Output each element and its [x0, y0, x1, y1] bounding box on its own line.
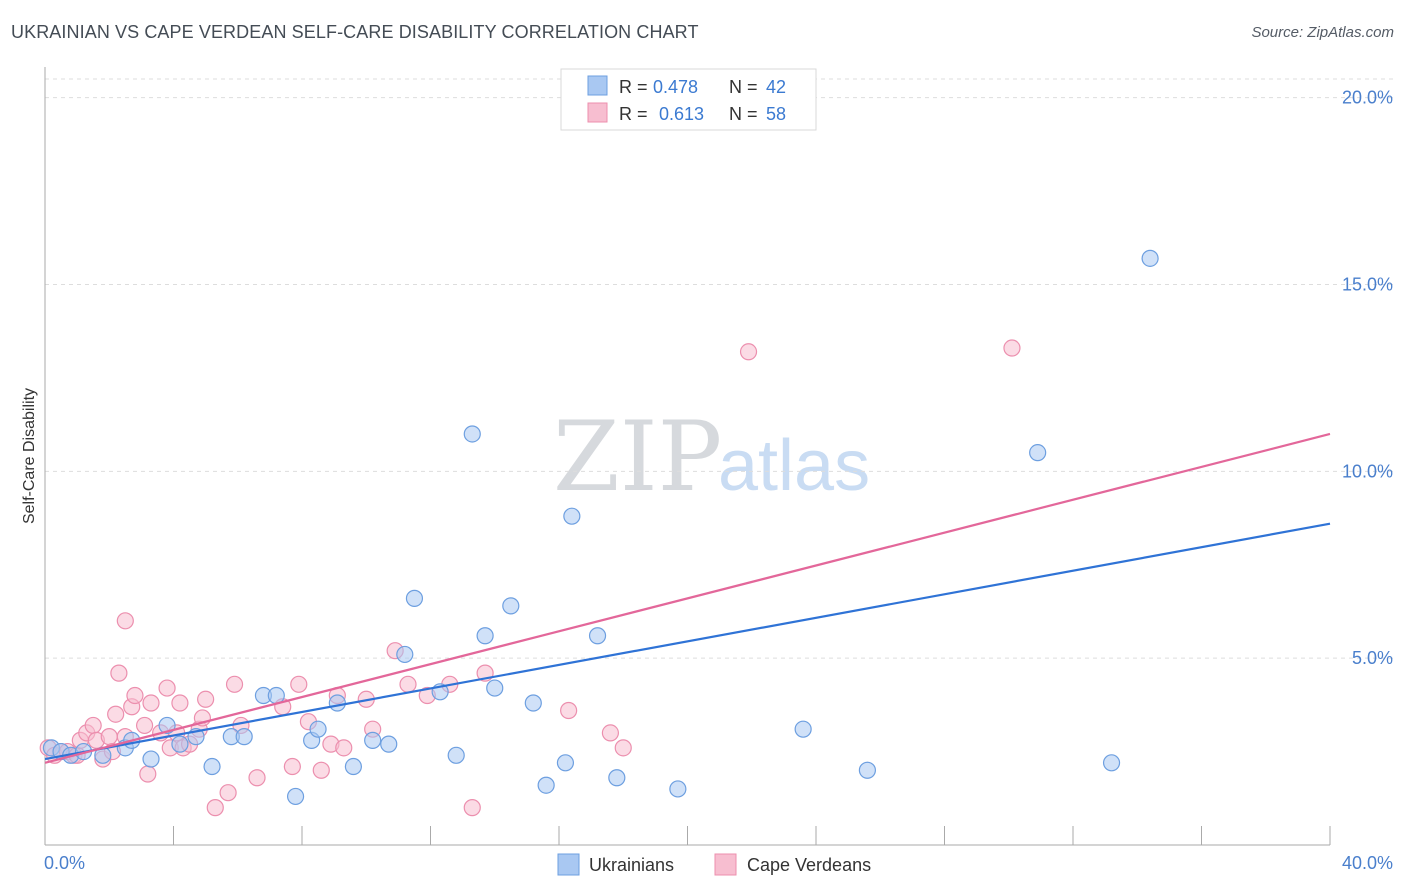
data-point	[739, 343, 758, 361]
y-tick-label: 15.0%	[1342, 275, 1393, 295]
data-point	[476, 627, 494, 645]
data-point	[171, 735, 189, 753]
data-point	[139, 765, 157, 783]
gridlines	[45, 78, 1393, 659]
data-point	[1102, 754, 1121, 772]
data-point	[1003, 339, 1021, 357]
legend-r-label-2: R =	[619, 104, 648, 124]
trend-line-cape-verdeans	[44, 432, 1331, 764]
y-tick-label: 5.0%	[1352, 648, 1393, 668]
data-point	[219, 784, 237, 802]
data-point	[380, 735, 398, 753]
data-point	[328, 694, 346, 712]
data-point	[463, 425, 481, 443]
legend-swatch-ukrainians	[587, 75, 608, 96]
trend-lines	[44, 432, 1331, 764]
bottom-legend-label-ukrainians: Ukrainians	[589, 855, 674, 875]
legend-r-value-1: 0.478	[653, 77, 698, 97]
data-point	[556, 754, 575, 772]
data-point	[116, 612, 134, 630]
data-point	[858, 761, 877, 779]
y-tick-labels: 5.0% 10.0% 15.0% 20.0%	[1342, 88, 1393, 668]
stats-legend: R = 0.478 N = 42 R = 0.613 N = 58	[560, 68, 817, 131]
data-point	[225, 675, 244, 693]
data-point	[335, 739, 353, 757]
bottom-legend-label-cape-verdeans: Cape Verdeans	[747, 855, 871, 875]
data-point	[197, 690, 215, 708]
data-point	[107, 705, 125, 723]
data-point	[309, 720, 327, 738]
data-point	[601, 724, 620, 742]
chart-source: Source: ZipAtlas.com	[1251, 24, 1394, 41]
trend-line-ukrainians	[44, 522, 1331, 761]
legend-n-label-2: N =	[729, 104, 758, 124]
data-point	[364, 731, 382, 749]
data-point	[344, 757, 362, 776]
data-point	[286, 787, 305, 806]
data-point	[537, 776, 555, 794]
data-point	[502, 597, 520, 615]
data-point	[290, 675, 308, 693]
data-point	[405, 589, 424, 607]
data-point	[614, 739, 632, 757]
legend-swatch-cape-verdeans	[587, 102, 608, 123]
data-point	[312, 761, 330, 779]
watermark-zip: ZIP	[553, 401, 722, 513]
legend-n-label-1: N =	[729, 77, 758, 97]
x-tick-label-min: 0.0%	[44, 853, 85, 873]
data-point	[399, 675, 417, 693]
legend-r-label-1: R =	[619, 77, 648, 97]
y-axis-label: Self-Care Disability	[21, 388, 38, 524]
chart-title: UKRAINIAN VS CAPE VERDEAN SELF-CARE DISA…	[11, 22, 699, 42]
watermark-atlas: atlas	[718, 426, 870, 506]
data-point	[794, 720, 812, 738]
y-tick-label: 10.0%	[1342, 461, 1393, 481]
x-tick-label-max: 40.0%	[1342, 853, 1393, 873]
data-point	[171, 694, 189, 712]
data-point	[463, 799, 481, 817]
data-point	[203, 757, 221, 776]
data-point	[560, 701, 578, 720]
data-point	[283, 757, 301, 776]
data-point	[142, 694, 160, 712]
data-point	[563, 507, 581, 525]
data-point	[110, 664, 128, 682]
x-axis-ticks	[173, 826, 1331, 845]
data-point	[524, 694, 542, 712]
data-point	[669, 780, 687, 798]
data-point	[447, 746, 465, 764]
data-point	[84, 716, 102, 735]
data-point	[608, 769, 626, 787]
series-legend: Ukrainians Cape Verdeans	[557, 853, 871, 876]
data-point	[486, 679, 504, 697]
data-point	[235, 728, 253, 746]
data-point	[588, 627, 607, 645]
data-point	[1141, 249, 1159, 267]
bottom-legend-swatch-ukrainians	[557, 853, 580, 876]
data-point	[142, 750, 160, 768]
bottom-legend-swatch-cape-verdeans	[714, 853, 737, 876]
data-point	[1029, 444, 1047, 462]
data-point	[206, 799, 224, 817]
data-point	[396, 645, 414, 664]
legend-n-value-2: 58	[766, 104, 786, 124]
y-tick-label: 20.0%	[1342, 88, 1393, 108]
data-point	[158, 679, 176, 697]
data-point	[135, 716, 154, 735]
data-point	[100, 728, 118, 746]
legend-r-value-2: 0.613	[659, 104, 704, 124]
data-point	[248, 769, 266, 787]
data-point	[126, 686, 144, 705]
legend-n-value-1: 42	[766, 77, 786, 97]
